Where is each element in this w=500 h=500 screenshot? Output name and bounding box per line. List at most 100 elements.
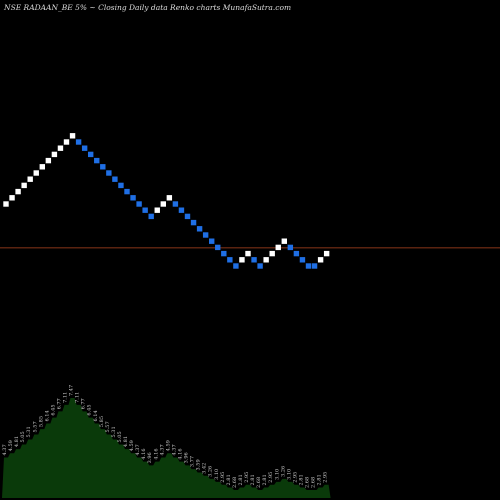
renko-brick-up (160, 201, 166, 207)
volume-label: 3.77 (190, 456, 196, 467)
volume-label: 6.14 (44, 410, 50, 421)
volume-label: 5.05 (20, 431, 26, 442)
volume-label: 3.10 (286, 469, 292, 480)
volume-label: 2.68 (256, 477, 262, 488)
renko-brick-down (251, 257, 257, 263)
volume-label: 5.85 (99, 416, 105, 427)
renko-brick-down (257, 263, 263, 269)
renko-brick-down (215, 244, 221, 251)
volume-label: 3.42 (202, 463, 208, 474)
renko-brick-up (269, 250, 275, 257)
volume-label: 4.16 (141, 448, 147, 459)
volume-labels: 4.37 4.59 4.81 5.05 5.31 5.57 5.856.146.456.77… (2, 385, 329, 488)
renko-brick-up (21, 182, 27, 189)
volume-label: 2.81 (262, 474, 268, 485)
volume-label: 2.81 (298, 474, 304, 485)
renko-brick-up (263, 257, 269, 263)
volume-area (2, 398, 331, 498)
renko-brick-down (287, 244, 294, 251)
renko-brick-up (275, 244, 281, 251)
renko-brick-up (45, 157, 52, 164)
renko-brick-down (130, 195, 136, 201)
chart-title: NSE RADAAN_BE 5% ~ Closing Daily data Re… (3, 3, 291, 12)
volume-label: 3.96 (184, 452, 190, 463)
renko-brick-down (88, 151, 94, 158)
volume-label: 4.81 (14, 436, 20, 447)
volume-label: 2.68 (311, 477, 317, 488)
renko-bricks (3, 133, 330, 269)
renko-brick-up (15, 188, 21, 195)
volume-label: 6.77 (81, 398, 87, 409)
volume-label: 2.81 (238, 474, 244, 485)
volume-label: 4.16 (153, 448, 159, 459)
renko-brick-down (118, 182, 124, 189)
renko-brick-down (190, 219, 197, 226)
volume-label: 3.10 (274, 469, 280, 480)
renko-brick-down (81, 145, 88, 151)
renko-brick-up (3, 201, 9, 207)
volume-label: 2.81 (226, 474, 232, 485)
renko-brick-up (239, 257, 245, 263)
renko-brick-down (311, 263, 318, 269)
volume-label: 2.81 (250, 474, 256, 485)
volume-label: 3.26 (208, 466, 214, 477)
volume-label: 2.95 (292, 472, 298, 483)
volume-label: 3.10 (214, 469, 220, 480)
volume-label: 4.59 (8, 440, 14, 451)
renko-brick-down (209, 238, 215, 244)
renko-brick-down (100, 164, 106, 170)
volume-label: 4.37 (135, 444, 141, 455)
renko-brick-up (154, 207, 160, 213)
volume-label: 2.95 (268, 472, 274, 483)
renko-brick-down (299, 257, 306, 263)
renko-brick-down (202, 232, 209, 238)
renko-brick-down (293, 250, 300, 257)
volume-label: 3.59 (196, 459, 202, 470)
renko-brick-down (142, 207, 148, 213)
renko-brick-down (148, 213, 154, 220)
volume-label: 5.05 (117, 431, 123, 442)
renko-brick-down (233, 263, 239, 269)
volume-label: 6.45 (87, 404, 93, 415)
volume-label: 2.95 (244, 472, 250, 483)
volume-label: 7.47 (69, 385, 75, 396)
volume-label: 6.45 (50, 404, 56, 415)
renko-brick-up (33, 170, 39, 176)
renko-brick-down (172, 201, 179, 207)
volume-label: 7.11 (63, 392, 69, 403)
volume-label: 4.59 (165, 440, 171, 451)
renko-brick-down (221, 250, 227, 257)
renko-brick-down (196, 226, 203, 232)
renko-brick-down (106, 170, 112, 176)
renko-brick-up (27, 176, 33, 182)
volume-label: 3.96 (147, 452, 153, 463)
renko-brick-up (51, 151, 58, 158)
renko-brick-up (245, 250, 251, 257)
volume-label: 2.95 (220, 472, 226, 483)
renko-brick-down (75, 139, 82, 145)
renko-brick-down (178, 207, 185, 213)
renko-brick-up (166, 195, 173, 201)
volume-label: 2.95 (323, 472, 329, 483)
volume-label: 2.81 (317, 474, 323, 485)
volume-label: 4.37 (171, 444, 177, 455)
renko-brick-up (63, 139, 70, 145)
volume-label: 2.68 (305, 477, 311, 488)
volume-label: 5.31 (26, 426, 32, 437)
volume-label: 4.37 (2, 444, 8, 455)
volume-label: 5.85 (38, 416, 44, 427)
renko-brick-down (124, 188, 130, 195)
volume-label: 3.26 (280, 466, 286, 477)
renko-brick-up (281, 238, 287, 244)
renko-brick-down (305, 263, 312, 269)
volume-label: 6.77 (56, 398, 62, 409)
renko-brick-up (69, 133, 76, 139)
volume-label: 5.57 (105, 421, 111, 432)
renko-brick-up (317, 257, 324, 263)
volume-label: 5.57 (32, 421, 38, 432)
volume-label: 5.31 (111, 426, 117, 437)
renko-brick-up (9, 195, 15, 201)
volume-label: 2.68 (232, 477, 238, 488)
renko-brick-up (57, 145, 64, 151)
